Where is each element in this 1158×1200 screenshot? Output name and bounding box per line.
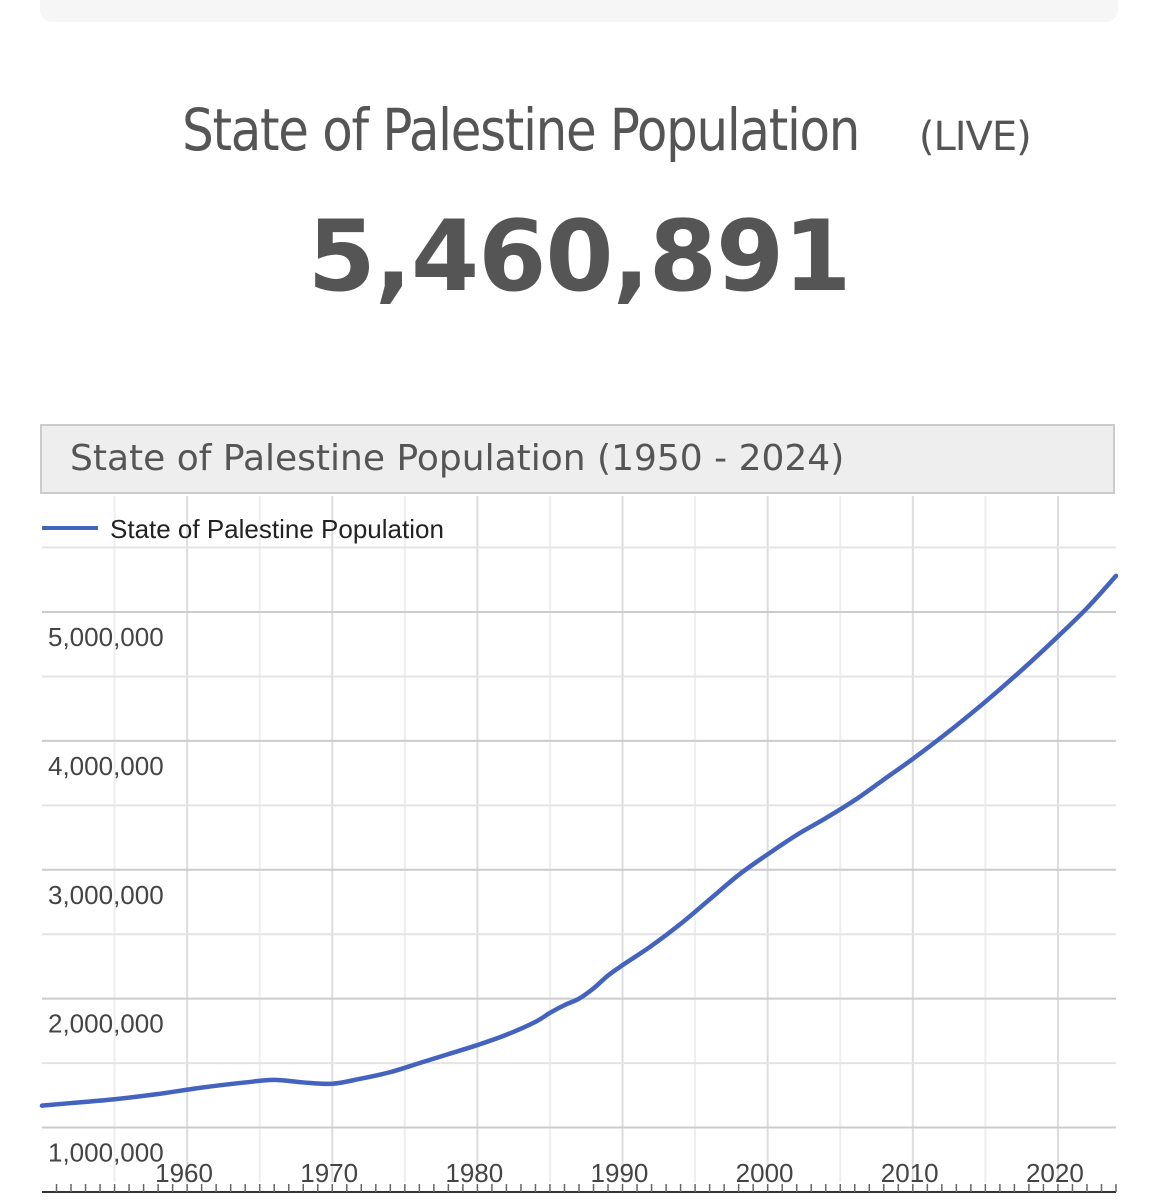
data-point[interactable] <box>576 996 582 1002</box>
data-point[interactable] <box>794 832 800 838</box>
page-title-text: State of Palestine Population <box>182 96 860 164</box>
data-point[interactable] <box>329 1081 335 1087</box>
data-point[interactable] <box>155 1091 161 1097</box>
x-tick-label: 2020 <box>1026 1158 1084 1188</box>
x-tick-label: 1960 <box>155 1158 213 1188</box>
x-tick-label: 1980 <box>445 1158 503 1188</box>
legend-label[interactable]: State of Palestine Population <box>110 514 444 544</box>
data-point[interactable] <box>881 777 887 783</box>
y-tick-label: 5,000,000 <box>48 622 164 652</box>
data-point[interactable] <box>591 985 597 991</box>
data-point[interactable] <box>997 686 1003 692</box>
x-tick-label: 1970 <box>300 1158 358 1188</box>
data-point[interactable] <box>823 815 829 821</box>
data-point[interactable] <box>112 1096 118 1102</box>
data-point[interactable] <box>1026 661 1032 667</box>
data-point[interactable] <box>547 1010 553 1016</box>
series-line-0[interactable] <box>39 573 1119 1108</box>
data-point[interactable] <box>68 1100 74 1106</box>
data-point[interactable] <box>910 756 916 762</box>
data-point[interactable] <box>736 872 742 878</box>
data-point[interactable] <box>199 1085 205 1091</box>
data-point[interactable] <box>300 1079 306 1085</box>
top-card <box>40 0 1118 22</box>
data-point[interactable] <box>474 1042 480 1048</box>
data-point[interactable] <box>852 797 858 803</box>
data-point[interactable] <box>532 1019 538 1025</box>
series-layer <box>39 573 1119 1109</box>
legend: State of Palestine Population <box>42 514 444 544</box>
data-point[interactable] <box>416 1060 422 1066</box>
data-point[interactable] <box>765 851 771 857</box>
data-point[interactable] <box>39 1103 45 1109</box>
data-point[interactable] <box>939 734 945 740</box>
data-point[interactable] <box>678 921 684 927</box>
live-label: (LIVE) <box>918 114 1032 160</box>
data-point[interactable] <box>561 1002 567 1008</box>
data-point[interactable] <box>503 1032 509 1038</box>
x-axis-ticks: 1960 1970 1980 1990 2000 2010 2020 <box>155 1158 1084 1188</box>
data-point[interactable] <box>387 1069 393 1075</box>
data-point[interactable] <box>1084 605 1090 611</box>
y-tick-label: 4,000,000 <box>48 751 164 781</box>
chart-title-box: State of Palestine Population (1950 - 20… <box>40 424 1115 494</box>
y-tick-label: 2,000,000 <box>48 1009 164 1039</box>
data-point[interactable] <box>649 943 655 949</box>
chart-title: State of Palestine Population (1950 - 20… <box>70 438 845 479</box>
x-tick-label: 2010 <box>881 1158 939 1188</box>
data-point[interactable] <box>242 1079 248 1085</box>
x-tick-label: 2000 <box>736 1158 794 1188</box>
data-point[interactable] <box>707 896 713 902</box>
data-point[interactable] <box>1113 573 1119 579</box>
population-counter: 5,460,891 <box>307 200 852 314</box>
y-axis-ticks: 1,000,000 2,000,000 3,000,000 4,000,000 5,00… <box>48 622 164 1168</box>
data-point[interactable] <box>620 962 626 968</box>
data-point[interactable] <box>358 1076 364 1082</box>
data-point[interactable] <box>1055 633 1061 639</box>
page-title: State of Palestine Population (LIVE) <box>0 96 1158 164</box>
y-tick-label: 3,000,000 <box>48 880 164 910</box>
x-tick-label: 1990 <box>591 1158 649 1188</box>
data-point[interactable] <box>445 1051 451 1057</box>
data-point[interactable] <box>968 711 974 717</box>
data-point[interactable] <box>271 1077 277 1083</box>
y-tick-label: 1,000,000 <box>48 1138 164 1168</box>
data-point[interactable] <box>605 972 611 978</box>
